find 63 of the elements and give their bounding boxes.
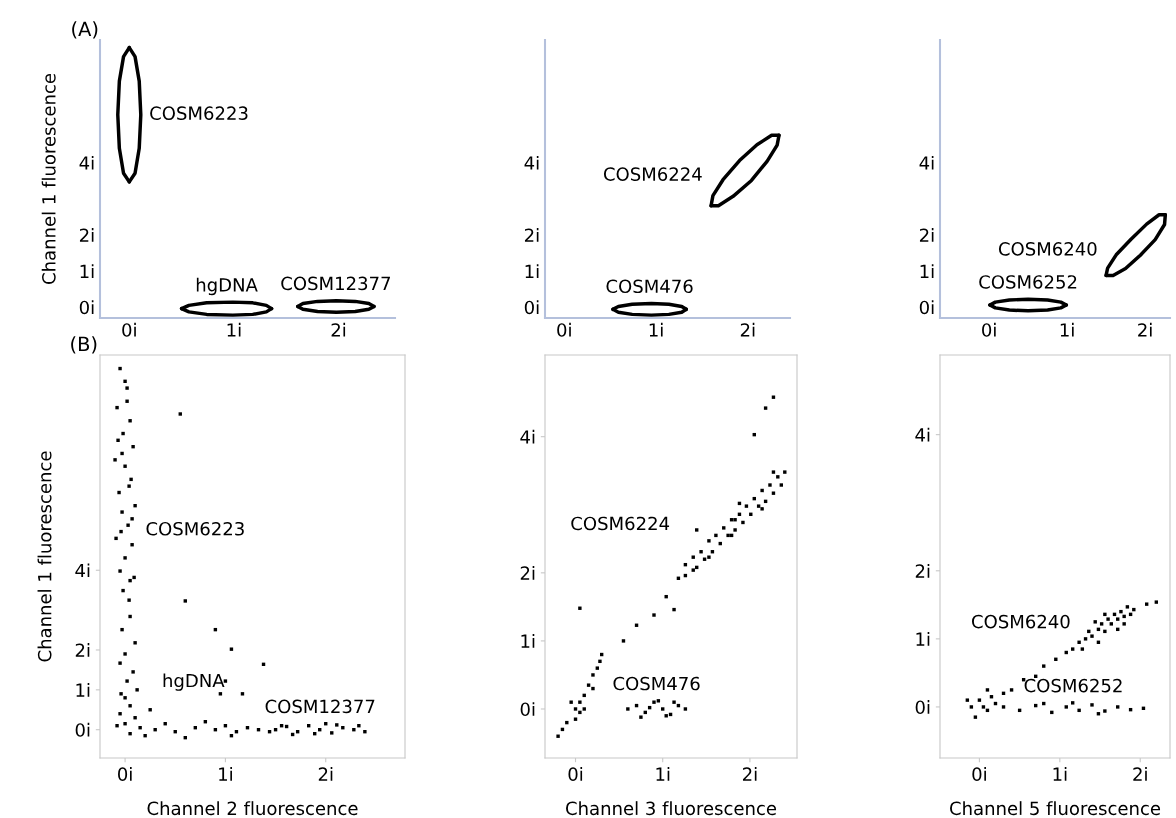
series-label: COSM6252: [1024, 678, 1122, 693]
y-tick-label: 0i: [520, 702, 535, 717]
y-tick-label: 1i: [80, 264, 94, 278]
x-tick-label: 2i: [1133, 767, 1147, 781]
x-tick-label: 0i: [568, 767, 583, 781]
x-tick-label: 2i: [1138, 322, 1152, 337]
series-label: COSM476: [606, 279, 693, 294]
x-tick-label: 2i: [742, 767, 757, 781]
series-label: COSM476: [613, 676, 700, 691]
series-label: COSM6240: [998, 242, 1097, 256]
x-tick-label: 0i: [122, 322, 136, 337]
x-tick-label: 1i: [656, 767, 670, 781]
y-tick-label: 4i: [520, 429, 535, 444]
x-axis-title: Channel 5 fluorescence: [950, 801, 1161, 816]
series-label: COSM6252: [979, 275, 1077, 289]
series-label: COSM6223: [146, 521, 244, 536]
y-tick-label: 0i: [915, 700, 930, 715]
y-axis-title: Channel 1 fluorescence: [41, 73, 56, 284]
x-tick-label: 1i: [649, 322, 663, 337]
x-tick-label: 2i: [331, 322, 346, 337]
y-tick-label: 2i: [520, 565, 535, 580]
y-tick-label: 1i: [521, 634, 535, 648]
y-tick-label: 2i: [75, 643, 90, 657]
y-tick-label: 0i: [75, 722, 90, 737]
y-tick-label: 2i: [79, 228, 94, 242]
x-tick-label: 1i: [219, 767, 232, 781]
y-tick-label: 1i: [525, 264, 539, 278]
y-tick-label: 0i: [79, 300, 94, 315]
series-label: COSM12377: [265, 699, 375, 714]
series-label: COSM12377: [281, 276, 390, 291]
series-label: COSM6224: [571, 516, 670, 531]
x-axis-title: Channel 3 fluorescence: [566, 801, 777, 816]
text: (A): [72, 21, 98, 39]
y-tick-label: 2i: [915, 563, 930, 578]
x-tick-label: 0i: [982, 322, 996, 337]
y-tick-label: 4i: [79, 155, 94, 170]
series-label: COSM6240: [971, 614, 1070, 629]
y-tick-label: 2i: [524, 228, 539, 242]
y-tick-label: 4i: [524, 155, 539, 170]
x-tick-label: 0i: [972, 767, 986, 781]
x-tick-label: 2i: [740, 322, 755, 337]
series-label: COSM6223: [150, 106, 248, 121]
series-label: hgDNA: [196, 277, 258, 296]
y-tick-label: 2i: [919, 228, 934, 242]
x-tick-label: 0i: [118, 767, 132, 781]
x-tick-label: 1i: [227, 322, 241, 337]
y-axis-title: Channel 1 fluorescence: [37, 451, 52, 662]
x-axis-title: Channel 2 fluorescence: [147, 801, 358, 816]
text: (B): [71, 336, 97, 354]
y-tick-label: 1i: [916, 632, 930, 646]
y-tick-label: 1i: [920, 264, 934, 278]
x-tick-label: 1i: [1060, 322, 1074, 337]
series-label: hgDNA: [163, 673, 225, 691]
x-tick-label: 0i: [557, 322, 571, 337]
y-tick-label: 4i: [915, 427, 930, 442]
y-tick-label: 4i: [919, 155, 934, 170]
y-tick-label: 0i: [524, 300, 539, 315]
x-tick-label: 2i: [318, 767, 333, 781]
series-label: COSM6224: [603, 167, 702, 181]
y-tick-label: 0i: [919, 300, 934, 315]
y-tick-label: 4i: [75, 563, 90, 578]
y-tick-label: 1i: [76, 682, 90, 697]
x-tick-label: 1i: [1053, 767, 1067, 781]
